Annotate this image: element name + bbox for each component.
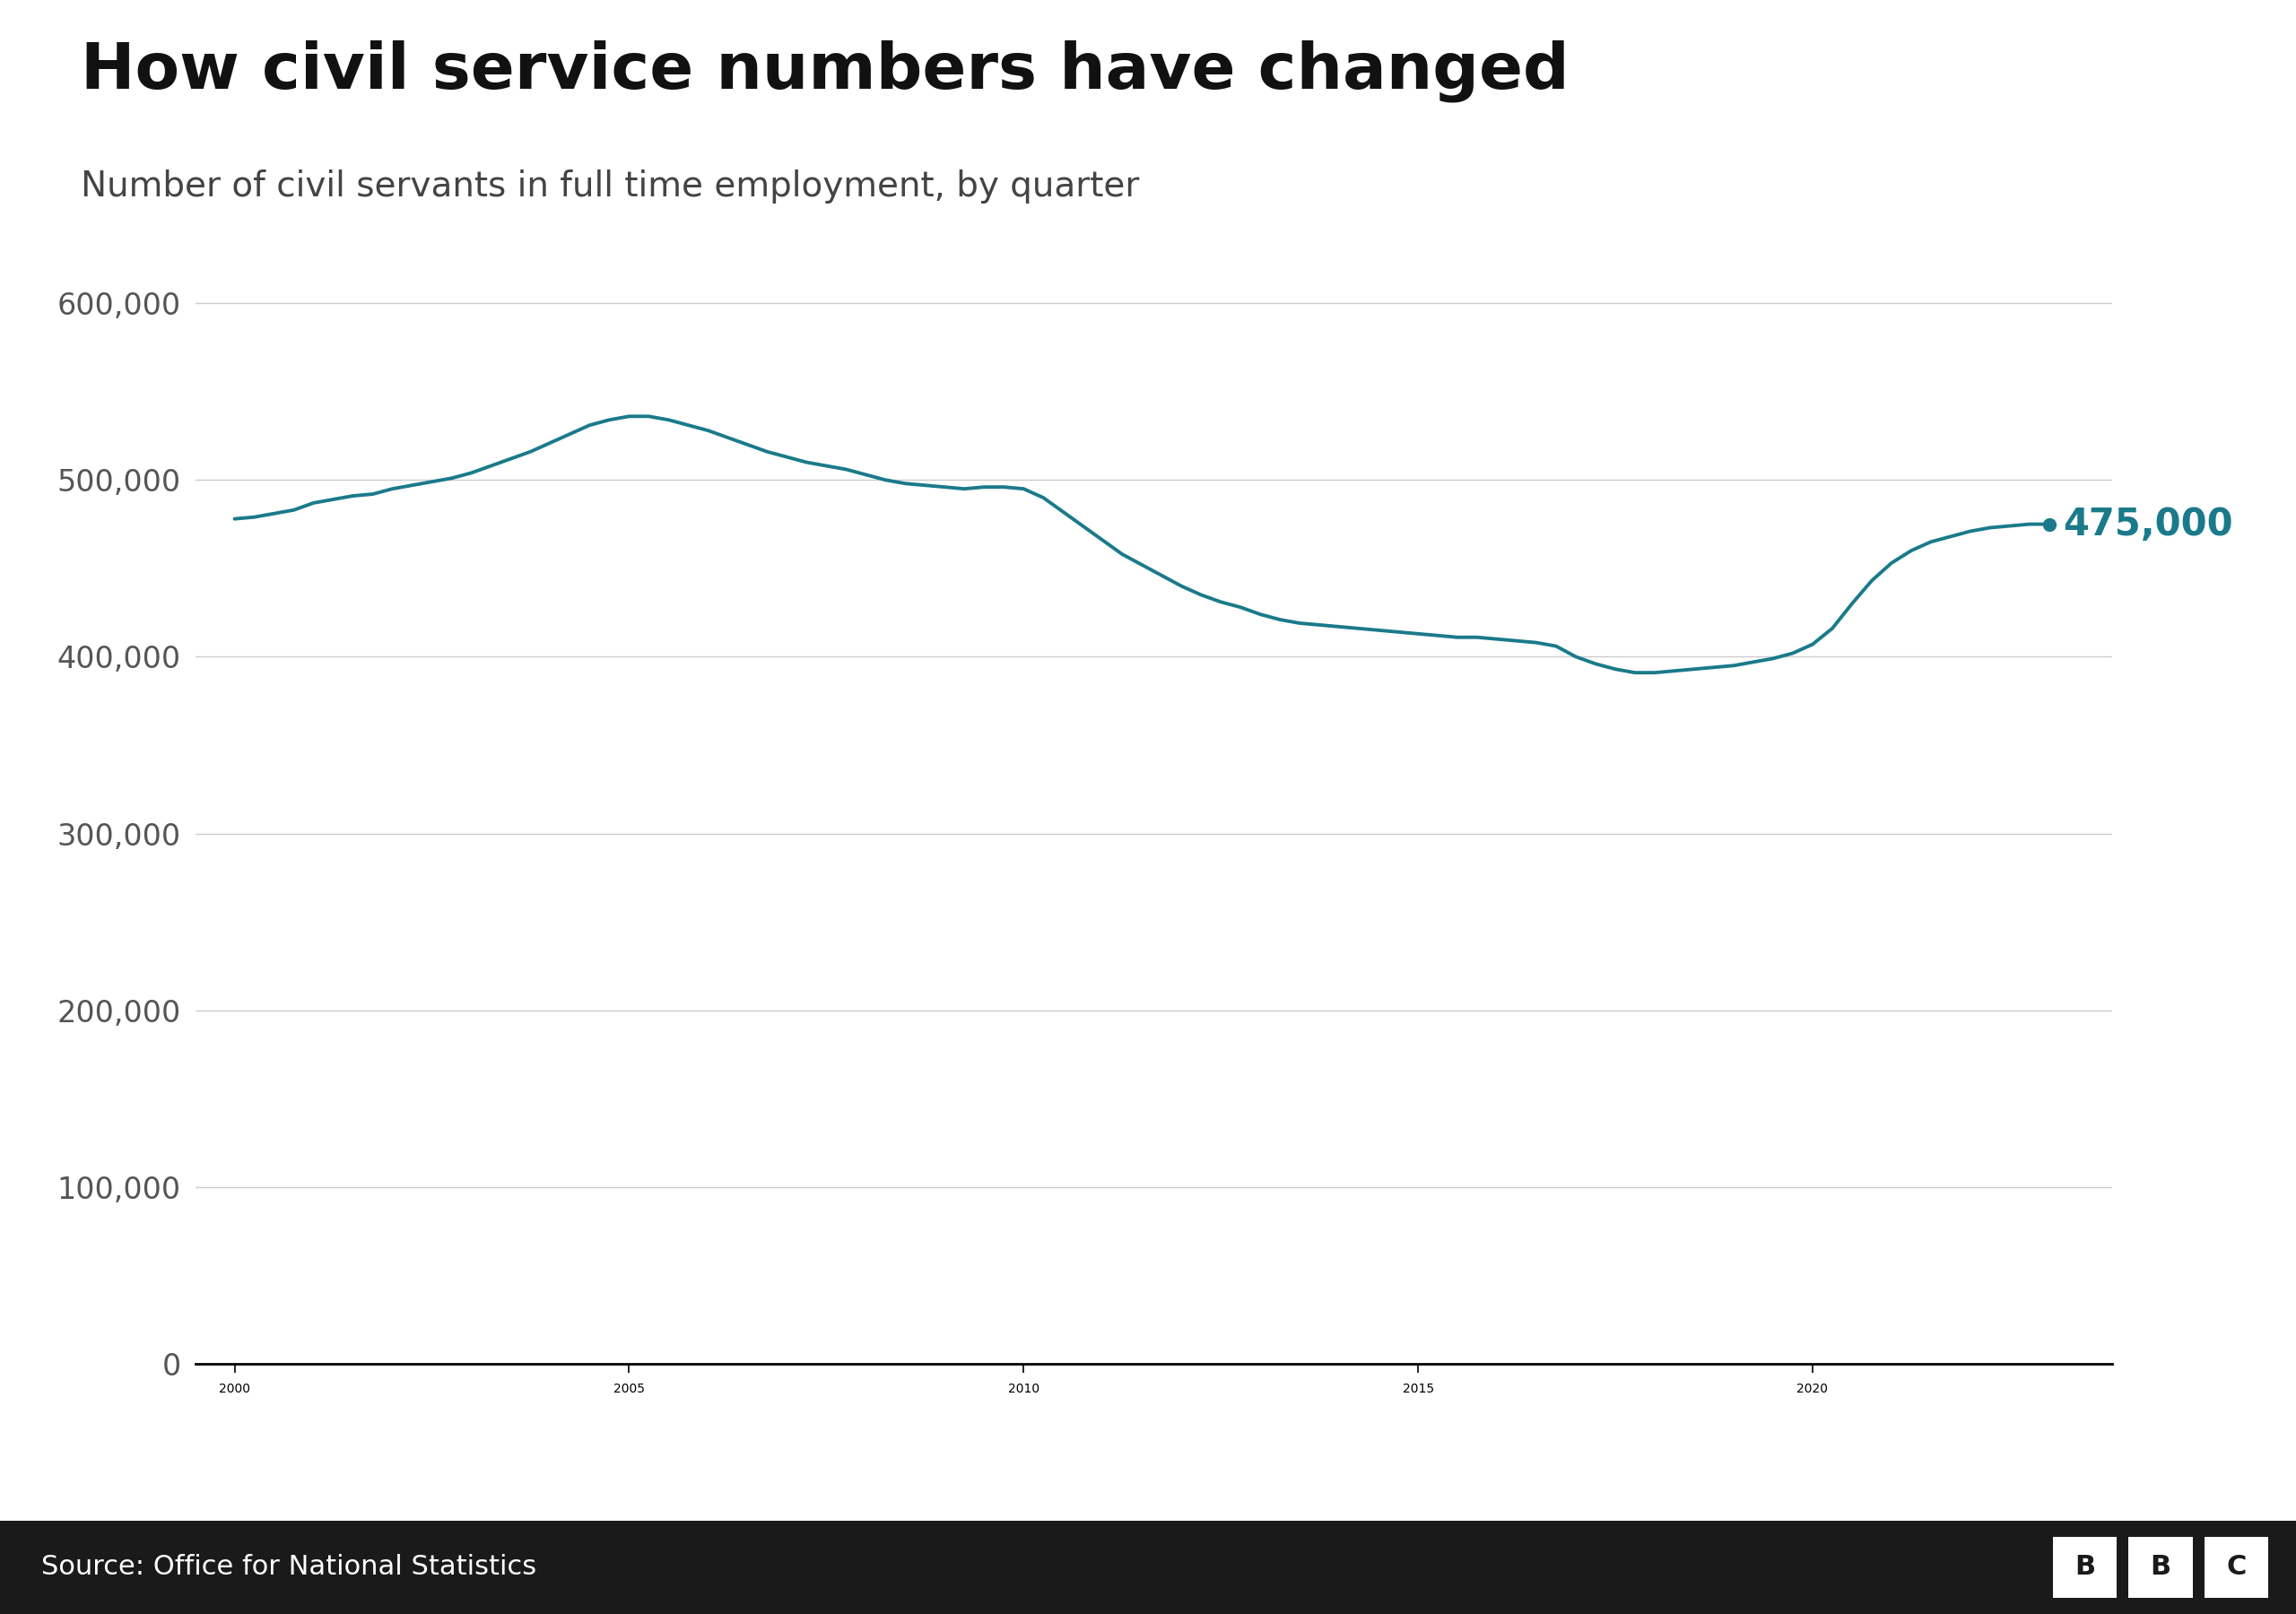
Text: B: B xyxy=(2073,1554,2096,1580)
Text: Source: Office for National Statistics: Source: Office for National Statistics xyxy=(41,1554,537,1580)
Text: 475,000: 475,000 xyxy=(2064,505,2234,542)
Text: How civil service numbers have changed: How civil service numbers have changed xyxy=(80,40,1568,103)
Text: C: C xyxy=(2227,1554,2245,1580)
Text: Number of civil servants in full time employment, by quarter: Number of civil servants in full time em… xyxy=(80,169,1139,203)
Text: B: B xyxy=(2149,1554,2172,1580)
